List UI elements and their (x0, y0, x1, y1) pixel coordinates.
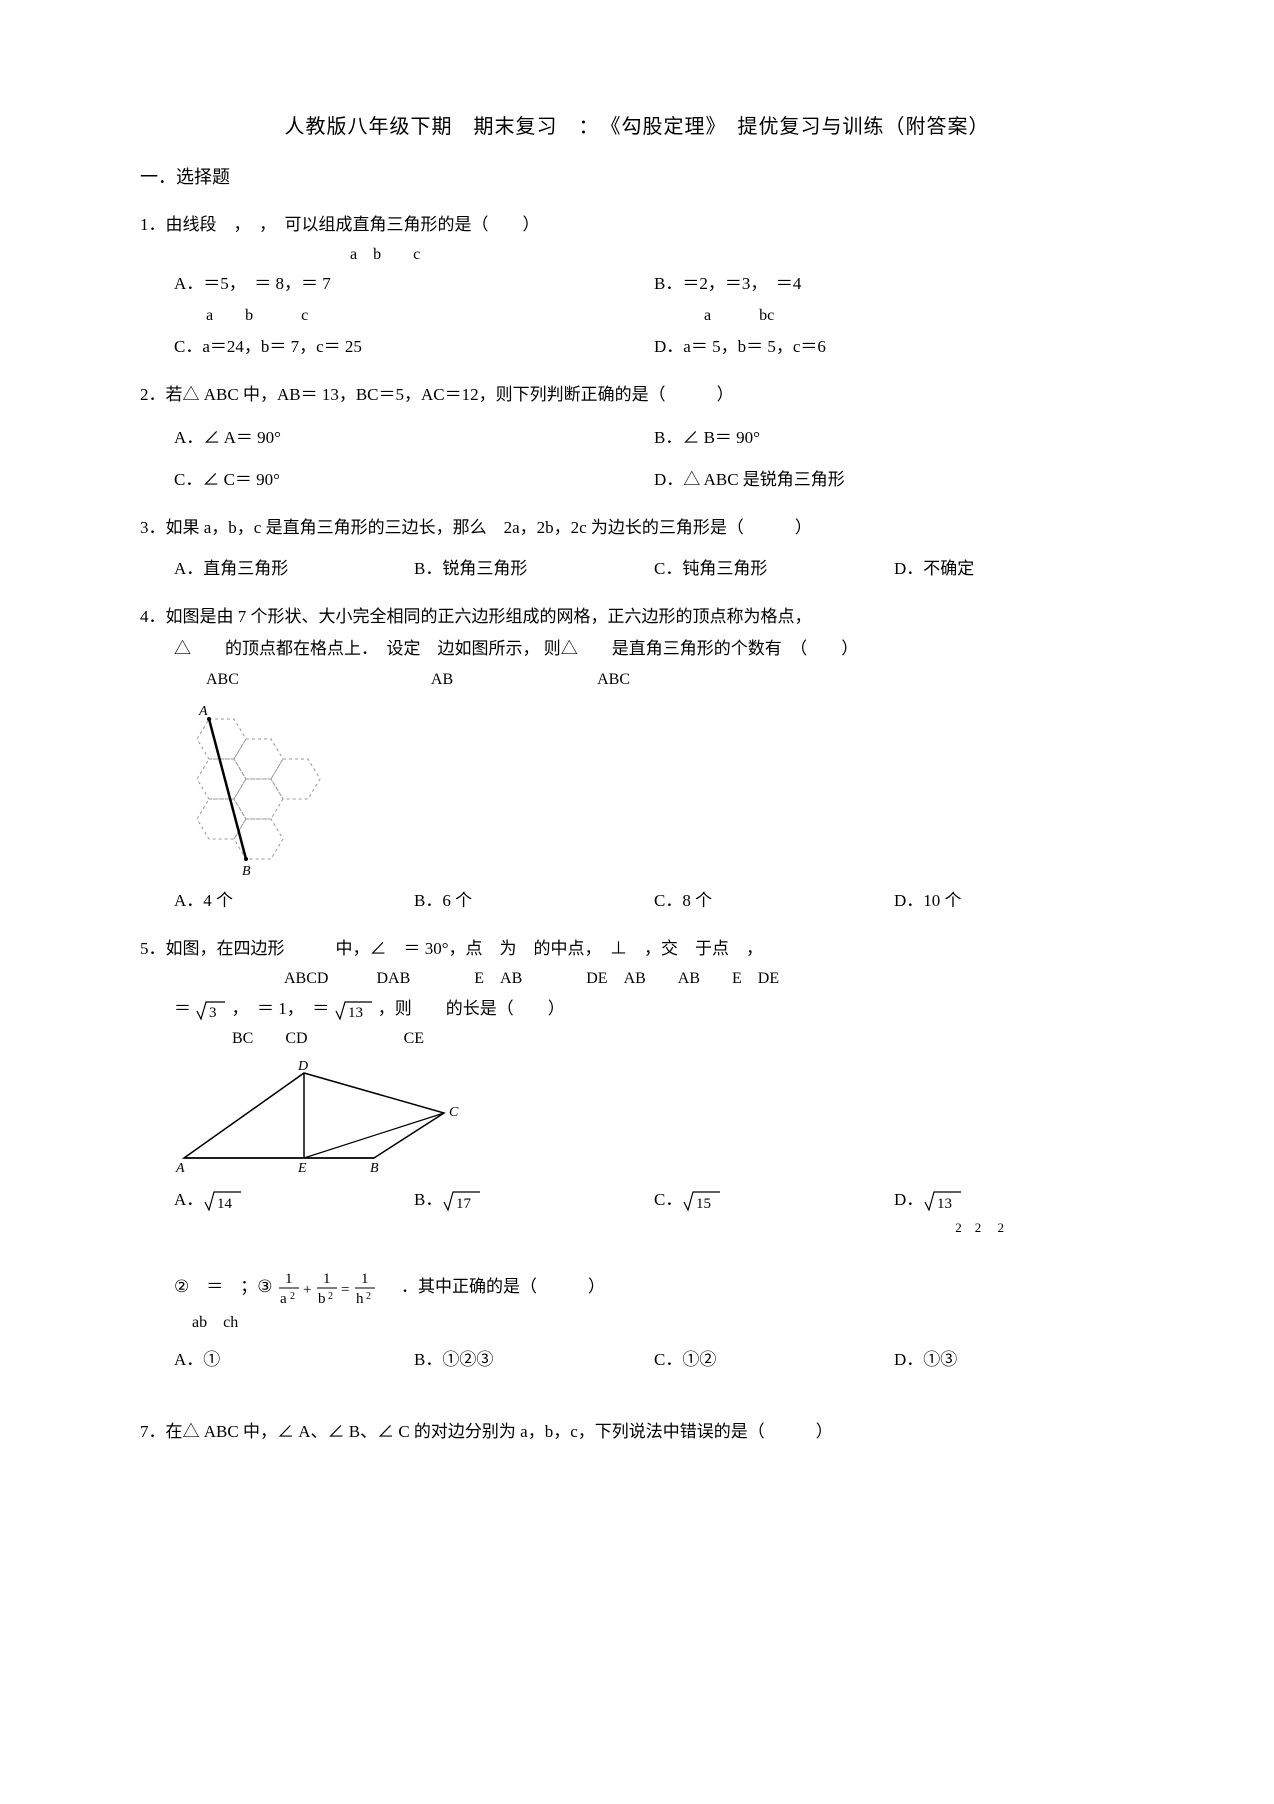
q5-opt-b: B．17 (414, 1184, 654, 1216)
svg-text:+: + (303, 1282, 311, 1298)
q3-opt-c: C．钝角三角形 (654, 553, 894, 585)
q5-sub2: BC CD CE (140, 1025, 1134, 1052)
svg-text:A: A (198, 704, 208, 719)
q5-figure: A D C B E (174, 1058, 1134, 1178)
svg-text:13: 13 (348, 1005, 363, 1021)
q1-sub-a: a b c (174, 301, 654, 331)
question-7: 7．在△ ABC 中，∠ A、∠ B、∠ C 的对边分别为 a，b，c，下列说法… (140, 1416, 1134, 1448)
svg-text:2: 2 (328, 1291, 333, 1302)
q4-stem: 4．如图是由 7 个形状、大小完全相同的正六边形组成的网格，正六边形的顶点称为格… (140, 601, 1134, 633)
svg-text:h: h (356, 1291, 364, 1307)
svg-text:D: D (297, 1059, 308, 1074)
q6-opt-d: D．①③ (894, 1344, 1134, 1376)
q5-sub1: ABCD DAB E AB DE AB AB E DE (140, 965, 1134, 992)
svg-text:3: 3 (209, 1005, 217, 1021)
svg-text:13: 13 (937, 1196, 952, 1212)
q4-opt-b: B．6 个 (414, 885, 654, 917)
q7-stem: 7．在△ ABC 中，∠ A、∠ B、∠ C 的对边分别为 a，b，c，下列说法… (140, 1416, 1134, 1448)
q1-opt-c: C．a＝24，b＝ 7，c＝ 25 (174, 331, 654, 363)
q5-opt-d: D．13 (894, 1184, 1134, 1216)
q2-opt-c: C．∠ C＝ 90° (174, 464, 654, 496)
q3-opt-b: B．锐角三角形 (414, 553, 654, 585)
q5-stem: 5．如图，在四边形 中，∠ ＝ 30°，点 为 的中点， ⊥ ，交 于点 ， (140, 933, 1134, 965)
page-title: 人教版八年级下期 期末复习 ： 《勾股定理》 提优复习与训练（附答案） (140, 110, 1134, 139)
svg-text:B: B (370, 1161, 379, 1176)
fraction-expr: 1 a 2 + 1 b 2 = 1 h 2 (277, 1267, 397, 1309)
q5-opt-a: A．14 (174, 1184, 414, 1216)
q4-figure: A B (174, 699, 1134, 879)
q4-opt-c: C．8 个 (654, 885, 894, 917)
q6-sub: ab ch (140, 1309, 1134, 1336)
question-4: 4．如图是由 7 个形状、大小完全相同的正六边形组成的网格，正六边形的顶点称为格… (140, 601, 1134, 917)
svg-text:C: C (449, 1105, 459, 1120)
q5-tag: 2 2 2 (140, 1216, 1134, 1241)
q1-stem: 1．由线段 ， ， 可以组成直角三角形的是（ ） (140, 209, 1134, 241)
svg-text:1: 1 (285, 1271, 293, 1287)
svg-text:1: 1 (323, 1271, 331, 1287)
q5-line2: ＝ 3 ， ＝ 1， ＝ 13 ，则 的长是（ ） (140, 993, 1134, 1025)
q4-opt-a: A．4 个 (174, 885, 414, 917)
q6-opt-b: B．①②③ (414, 1344, 654, 1376)
q1-sub-b: a bc (654, 301, 1134, 331)
q2-opt-b: B．∠ B＝ 90° (654, 422, 1134, 454)
q4-line2a: △ 的顶点都在格点上． 设定 边如图所示， 则△ 是直角三角形的个数有 （ ） (140, 633, 1134, 665)
q2-opt-a: A．∠ A＝ 90° (174, 422, 654, 454)
q1-opt-b: B．＝2，＝3， ＝4 (654, 268, 1134, 300)
sqrt-3: 3 (191, 999, 232, 1018)
q5-opt-c: C．15 (654, 1184, 894, 1216)
svg-text:2: 2 (366, 1291, 371, 1302)
svg-text:15: 15 (696, 1196, 711, 1212)
q6-opt-a: A．① (174, 1344, 414, 1376)
q4-line2b: ABC AB ABC (140, 666, 1134, 693)
svg-text:A: A (175, 1161, 185, 1176)
question-2: 2．若△ ABC 中，AB＝ 13，BC＝5，AC＝12，则下列判断正确的是（ … (140, 379, 1134, 496)
question-6: ② ＝ ；③ 1 a 2 + 1 b 2 = 1 h 2 ．其中正确的是（ ） … (140, 1267, 1134, 1376)
sqrt-13-a: 13 (329, 999, 378, 1018)
svg-text:2: 2 (290, 1291, 295, 1302)
q3-opt-a: A．直角三角形 (174, 553, 414, 585)
svg-text:E: E (297, 1161, 307, 1176)
q3-stem: 3．如果 a，b，c 是直角三角形的三边长，那么 2a，2b，2c 为边长的三角… (140, 512, 1134, 544)
q1-opt-d: D．a＝ 5，b＝ 5，c＝6 (654, 331, 1134, 363)
question-1: 1．由线段 ， ， 可以组成直角三角形的是（ ） a b c A．＝5， ＝ 8… (140, 209, 1134, 363)
svg-text:14: 14 (217, 1196, 233, 1212)
svg-text:=: = (341, 1282, 349, 1298)
q6-line: ② ＝ ；③ 1 a 2 + 1 b 2 = 1 h 2 ．其中正确的是（ ） (140, 1267, 1134, 1309)
svg-text:a: a (280, 1291, 287, 1307)
svg-text:B: B (242, 864, 251, 879)
q2-opt-d: D．△ ABC 是锐角三角形 (654, 464, 1134, 496)
question-5: 5．如图，在四边形 中，∠ ＝ 30°，点 为 的中点， ⊥ ，交 于点 ， A… (140, 933, 1134, 1241)
q4-opt-d: D．10 个 (894, 885, 1134, 917)
q3-opt-d: D．不确定 (894, 553, 1134, 585)
q1-opt-a: A．＝5， ＝ 8，＝ 7 (174, 268, 654, 300)
q6-opt-c: C．①② (654, 1344, 894, 1376)
section-heading: 一．选择题 (140, 163, 1134, 189)
svg-text:b: b (318, 1291, 326, 1307)
question-3: 3．如果 a，b，c 是直角三角形的三边长，那么 2a，2b，2c 为边长的三角… (140, 512, 1134, 585)
svg-text:17: 17 (456, 1196, 472, 1212)
svg-text:1: 1 (361, 1271, 369, 1287)
q1-vars: a b c (140, 241, 1134, 268)
q2-stem: 2．若△ ABC 中，AB＝ 13，BC＝5，AC＝12，则下列判断正确的是（ … (140, 379, 1134, 411)
